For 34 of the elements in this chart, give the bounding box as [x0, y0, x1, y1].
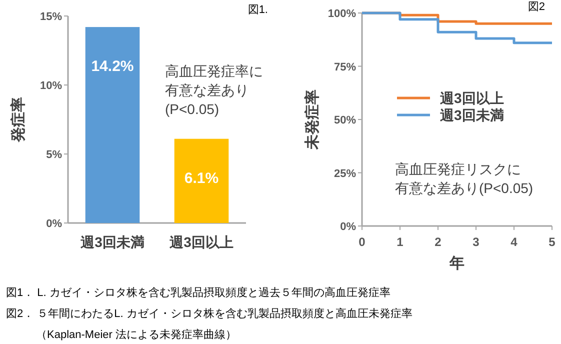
- y-tick-label: 0%: [46, 218, 62, 230]
- x-tick-label: 2: [434, 235, 442, 249]
- x-tick-label: 1: [396, 235, 404, 249]
- y-tick-label: 50%: [334, 114, 356, 126]
- text: （Kaplan-Meier 法による未発症率曲線）: [36, 328, 236, 341]
- annotation: 高血圧発症リスクに: [395, 161, 521, 177]
- annotation: 有意な差あり(P<0.05): [395, 180, 534, 196]
- legend-label: 週3回未満: [439, 107, 504, 123]
- caption: 図1． L. カゼイ・シロタ株を含む乳製品摂取頻度と過去５年間の高血圧発症率: [6, 286, 390, 299]
- y-tick-label: 5%: [46, 149, 62, 161]
- annotation: (P<0.05): [165, 101, 220, 117]
- x-tick-label: 0: [358, 235, 366, 249]
- y-tick-label: 15%: [40, 11, 62, 23]
- y-tick-label: 75%: [334, 61, 356, 74]
- x-axis-title: 年: [448, 255, 464, 272]
- chart-title: 図1.: [248, 4, 268, 16]
- data-label: 14.2%: [91, 58, 134, 76]
- x-tick-label: 4: [510, 235, 518, 249]
- y-tick-label: 100%: [328, 8, 356, 20]
- x-tick-label: 週3回未満: [80, 234, 144, 250]
- x-tick-label: 週3回以上: [168, 234, 234, 250]
- x-tick-label: 3: [472, 235, 480, 249]
- y-axis-title: 発症率: [9, 97, 27, 143]
- annotation: 高血圧発症率に: [165, 63, 263, 79]
- annotation: 有意な差あり: [165, 82, 249, 98]
- y-tick-label: 10%: [40, 80, 62, 92]
- data-label: 6.1%: [184, 170, 219, 187]
- y-tick-label: 0%: [340, 221, 356, 233]
- y-tick-label: 25%: [334, 168, 356, 180]
- y-axis-title: 未発症率: [303, 90, 321, 150]
- caption: 図2． ５年間にわたるL. カゼイ・シロタ株を含む乳製品摂取頻度と高血圧未発症率: [6, 307, 412, 320]
- chart-title: 図2: [528, 1, 545, 13]
- legend-label: 週3回以上: [439, 90, 504, 106]
- x-tick-label: 5: [548, 235, 556, 249]
